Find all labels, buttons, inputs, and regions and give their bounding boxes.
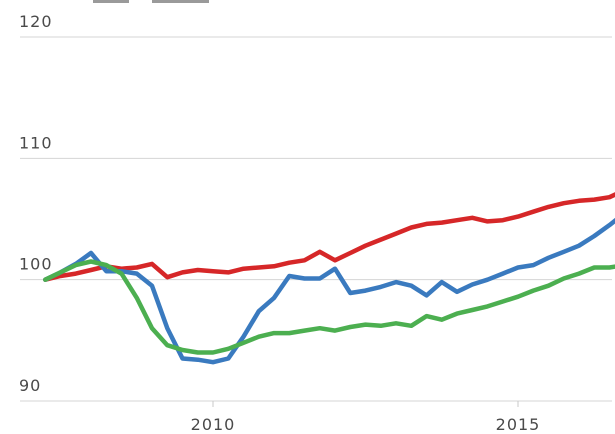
y-tick-label: 100 bbox=[19, 255, 53, 274]
x-tick-label: 2015 bbox=[496, 415, 541, 434]
clipped-header-fragment bbox=[152, 0, 209, 3]
x-tick-label: 2010 bbox=[191, 415, 236, 434]
y-tick-label: 120 bbox=[19, 12, 53, 31]
series-line-2 bbox=[43, 217, 615, 365]
series-line-3 bbox=[43, 259, 615, 355]
series-line-1 bbox=[43, 192, 615, 282]
gridlines: 90 100 110 120 bbox=[19, 12, 612, 402]
y-tick-label: 90 bbox=[19, 376, 41, 395]
series-lines bbox=[43, 192, 615, 365]
x-axis: 2010 2015 bbox=[191, 401, 541, 434]
y-tick-label: 110 bbox=[19, 133, 53, 152]
clipped-header-fragment bbox=[93, 0, 129, 3]
